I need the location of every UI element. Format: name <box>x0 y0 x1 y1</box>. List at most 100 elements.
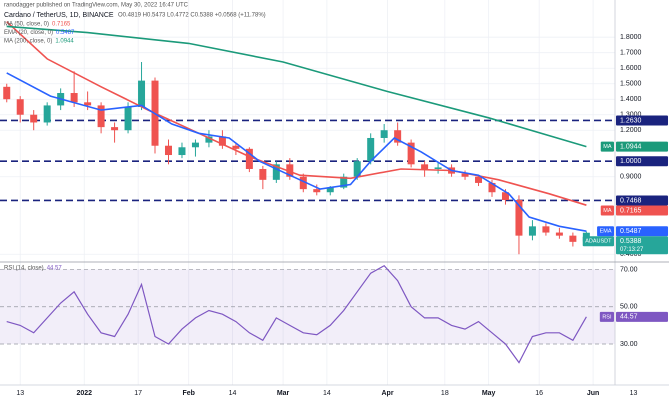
price-badge-label: 0.7468 <box>620 197 642 204</box>
y-tick-label: 1.6000 <box>620 65 642 72</box>
time-axis <box>0 385 669 401</box>
x-tick-label: 18 <box>441 390 449 397</box>
y-tick-label: 1.2000 <box>620 127 642 134</box>
x-tick-label: 14 <box>229 390 237 397</box>
x-tick-label: 17 <box>134 390 142 397</box>
candle-body <box>394 130 402 143</box>
badge-tag: EMA <box>600 229 612 235</box>
candle-body <box>461 173 469 177</box>
candle-body <box>569 235 577 242</box>
candle-body <box>191 142 199 148</box>
candle-body <box>488 182 496 193</box>
price-badge <box>616 311 668 322</box>
candle-body <box>353 161 361 177</box>
legend-name: MA (200, close, 0) <box>4 39 52 45</box>
candle-body <box>97 105 105 128</box>
candle-body <box>205 136 213 143</box>
y-tick-label: 0.9000 <box>620 174 642 181</box>
badge-tag: MA <box>603 208 612 214</box>
price-badge-label: 0.5388 <box>620 238 642 245</box>
ohlc: O0.4819 H0.5473 L0.4772 C0.5388 +0.0568 … <box>118 13 266 19</box>
candle-body <box>245 148 253 169</box>
price-badge <box>616 156 668 167</box>
candle-body <box>70 93 78 103</box>
badge-tag-box <box>582 236 614 247</box>
candle-body <box>407 142 415 165</box>
candle-body <box>124 106 132 131</box>
x-tick-label: 16 <box>535 390 543 397</box>
candle-body <box>138 80 146 107</box>
candle-body <box>16 99 24 115</box>
x-tick-label: 13 <box>630 390 638 397</box>
price-badge-label: 1.0000 <box>620 158 642 165</box>
rsi-title: RSI (14, close) <box>4 266 44 272</box>
candle-body <box>313 189 321 193</box>
y-tick-label: 30.00 <box>620 341 638 348</box>
legend-name: MA (50, close, 0) <box>4 22 49 28</box>
price-badge-label: 1.2630 <box>620 117 642 124</box>
y-tick-label: 70.00 <box>620 266 638 273</box>
line <box>6 72 587 232</box>
y-tick-label: 1.7000 <box>620 50 642 57</box>
candle-body <box>528 226 536 236</box>
candle-body <box>218 136 226 146</box>
x-tick-label: 2022 <box>76 390 92 397</box>
x-tick-label: Mar <box>277 390 290 397</box>
candle-body <box>286 164 294 177</box>
candle-body <box>421 164 429 169</box>
candle-body <box>515 199 523 236</box>
candle-body <box>232 145 240 149</box>
line <box>6 25 587 148</box>
legend-name: EMA (20, close, 0) <box>4 30 53 36</box>
candle-body <box>259 168 267 180</box>
symbol-title: Cardano / TetherUS, 1D, BINANCE <box>4 12 114 19</box>
badge-tag: ADAUSDT <box>585 239 612 245</box>
candle-body <box>43 105 51 123</box>
candle-body <box>326 187 334 193</box>
candle-body <box>164 145 172 156</box>
rsi-value: 44.57 <box>47 266 63 272</box>
x-tick-label: Jun <box>587 390 599 397</box>
price-badge-label: 44.57 <box>620 314 638 321</box>
published: ranodagger published on TradingView.com,… <box>4 3 189 9</box>
candle-body <box>380 130 388 138</box>
candle-body <box>501 192 509 200</box>
price-badge <box>616 115 668 126</box>
marks <box>0 21 615 364</box>
legend-value: 0.5487 <box>56 30 75 36</box>
x-tick-label: 13 <box>16 390 24 397</box>
y-tick-label: 1.4000 <box>620 96 642 103</box>
candle-body <box>542 226 550 233</box>
price-badge <box>616 236 668 255</box>
candle-body <box>84 102 92 106</box>
price-badge <box>616 195 668 206</box>
y-tick-label: 1.3000 <box>620 112 642 119</box>
line <box>6 264 587 364</box>
candle-body <box>367 137 375 162</box>
candle-body <box>555 232 563 236</box>
badge-tag-box <box>597 226 614 237</box>
badge-tag-box <box>599 311 614 322</box>
price-badge-label: 0.7165 <box>620 207 642 214</box>
candle-body <box>434 167 442 169</box>
x-tick-label: Apr <box>382 390 394 397</box>
price-badge <box>616 226 668 237</box>
candle-body <box>178 147 186 156</box>
line <box>6 21 587 206</box>
price-badge-label: 0.5487 <box>620 228 642 235</box>
candle-body <box>475 176 483 183</box>
labels: 13 2022 17 Feb 14 Mar 14 Apr 18 May 16 Jun 13 1.8000 1… <box>4 22 668 397</box>
x-tick-label: 14 <box>323 390 331 397</box>
badge-tag: RSI <box>602 314 612 320</box>
candle-body <box>299 176 307 190</box>
x-tick-label: Feb <box>182 390 194 397</box>
candle-body <box>3 86 11 100</box>
price-badge <box>616 141 668 152</box>
candle-body <box>30 114 38 123</box>
legend-value: 1.0944 <box>55 39 74 45</box>
badge-tag: MA <box>603 144 612 150</box>
candle-body <box>111 127 119 131</box>
legend-value: 0.7165 <box>52 22 71 28</box>
price-badge <box>616 205 668 216</box>
